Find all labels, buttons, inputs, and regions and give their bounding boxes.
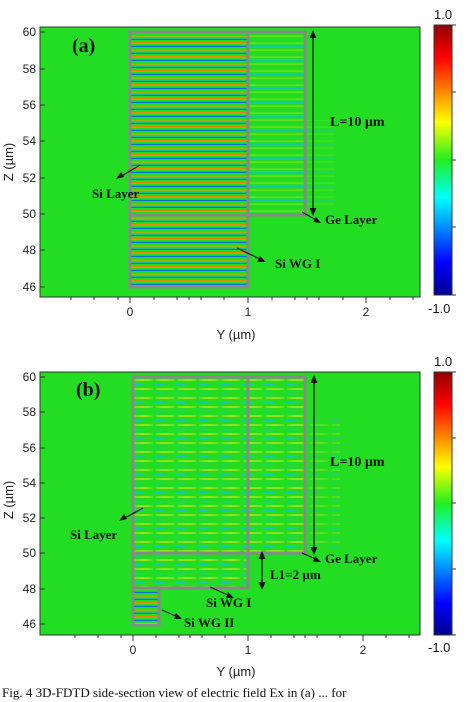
ytick-a-50: 50: [23, 207, 37, 221]
ytick-a-46: 46: [23, 280, 37, 294]
ytick-a-48: 48: [23, 243, 37, 257]
si-wg1-pointer-a: [236, 247, 263, 261]
length-label-b: L=10 µm: [330, 455, 385, 470]
field-si-layer-b: [133, 377, 305, 555]
si-wg2-pointer-head-b: [174, 613, 182, 619]
si-wg1-pointer-head-b: [226, 592, 234, 598]
outline-ge-layer-a: [246, 30, 307, 217]
xtick-a-1: 1: [245, 305, 252, 319]
field-si-wg2-b: [133, 588, 159, 625]
x-axis-a: 0 1 2: [70, 297, 414, 319]
xtick-b-0: 0: [130, 643, 137, 657]
x-axis-label-b: Y (µm): [216, 664, 255, 679]
si-wg1-label-b: Si WG I: [206, 595, 251, 610]
colorbar-min-a: -1.0: [428, 301, 450, 316]
panel-letter-b: (b): [76, 379, 100, 401]
ytick-b-54: 54: [23, 476, 37, 490]
ytick-a-54: 54: [23, 134, 37, 148]
length-label-a: L=10 µm: [330, 115, 385, 130]
si-layer-pointer-b: [122, 507, 144, 520]
plot-border-a: [39, 26, 421, 298]
ytick-a-56: 56: [23, 98, 37, 112]
ytick-b-60: 60: [23, 370, 37, 384]
ge-layer-label-b: Ge Layer: [325, 551, 378, 566]
colorbar-max-b: 1.0: [434, 354, 452, 369]
field-ge-layer-a: [248, 32, 305, 215]
field-leak-a: [305, 120, 335, 210]
field-si-wg1-b: [133, 553, 248, 588]
xtick-b-1: 1: [245, 643, 252, 657]
si-layer-label-a: Si Layer: [92, 186, 140, 201]
y-axis-label-a: Z (µm): [1, 143, 16, 182]
outline-si-wg1-b: [131, 551, 250, 590]
field-si-layer-a: [130, 32, 248, 215]
colorbar-b: 1.0 -1.0: [428, 354, 456, 655]
ytick-a-58: 58: [23, 62, 37, 76]
panel-b: (b) L=10 µm L1=2 µm Ge Layer Si Layer Si…: [1, 354, 456, 679]
ytick-a-52: 52: [23, 171, 37, 185]
x-axis-b: 0 1 2: [74, 635, 410, 657]
l1-arrow-top-b: [258, 551, 266, 559]
length-arrow-top-a: [309, 30, 317, 38]
si-wg1-label-a: Si WG I: [275, 256, 320, 271]
ytick-b-46: 46: [23, 617, 37, 631]
panel-letter-a: (a): [72, 35, 95, 57]
ge-layer-pointer-head-a: [313, 217, 321, 223]
field-si-wg1-a: [130, 215, 248, 287]
ytick-b-56: 56: [23, 441, 37, 455]
ytick-b-48: 48: [23, 582, 37, 596]
colorbar-max-a: 1.0: [434, 7, 452, 22]
si-layer-pointer-a: [119, 164, 141, 178]
x-axis-label-a: Y (µm): [216, 327, 255, 342]
colorbar-a: 1.0 -1.0: [428, 7, 456, 316]
ytick-b-52: 52: [23, 511, 37, 525]
panel-a: (a) L=10 µm Ge Layer Si Layer Si WG I 60: [1, 7, 456, 342]
outline-ge-layer-b: [246, 375, 307, 555]
si-layer-pointer-head-b: [119, 514, 127, 521]
plot-border-b: [39, 371, 421, 636]
xtick-b-2: 2: [360, 643, 367, 657]
field-leak-b: [305, 420, 340, 550]
figure-caption: Fig. 4 3D-FDTD side-section view of elec…: [2, 685, 347, 700]
outline-si-wg2-b: [131, 586, 161, 627]
outline-si-wg1-a: [128, 213, 250, 289]
l1-label-b: L1=2 µm: [270, 567, 321, 582]
length-arrow-bottom-b: [310, 547, 318, 555]
ge-layer-pointer-head-b: [313, 556, 321, 562]
y-axis-b: 60 58 56 54 52 50 48 46: [23, 370, 45, 631]
y-axis-label-b: Z (µm): [1, 481, 16, 520]
si-wg1-pointer-head-a: [257, 256, 266, 262]
ge-layer-label-a: Ge Layer: [325, 212, 378, 227]
si-wg1-pointer-b: [209, 586, 231, 597]
si-layer-pointer-head-a: [116, 172, 124, 179]
xtick-a-2: 2: [363, 305, 370, 319]
xtick-a-0: 0: [127, 305, 134, 319]
length-arrow-bottom-a: [309, 208, 317, 216]
ytick-b-58: 58: [23, 405, 37, 419]
y-axis-a: 60 58 56 54 52 50 48 46: [23, 25, 45, 294]
si-layer-label-b: Si Layer: [70, 527, 118, 542]
colorbar-min-b: -1.0: [428, 640, 450, 655]
length-arrow-top-b: [310, 375, 318, 383]
ytick-b-50: 50: [23, 546, 37, 560]
si-wg2-label-b: Si WG II: [184, 615, 234, 630]
l1-arrow-bottom-b: [258, 582, 266, 590]
ytick-a-60: 60: [23, 25, 37, 39]
